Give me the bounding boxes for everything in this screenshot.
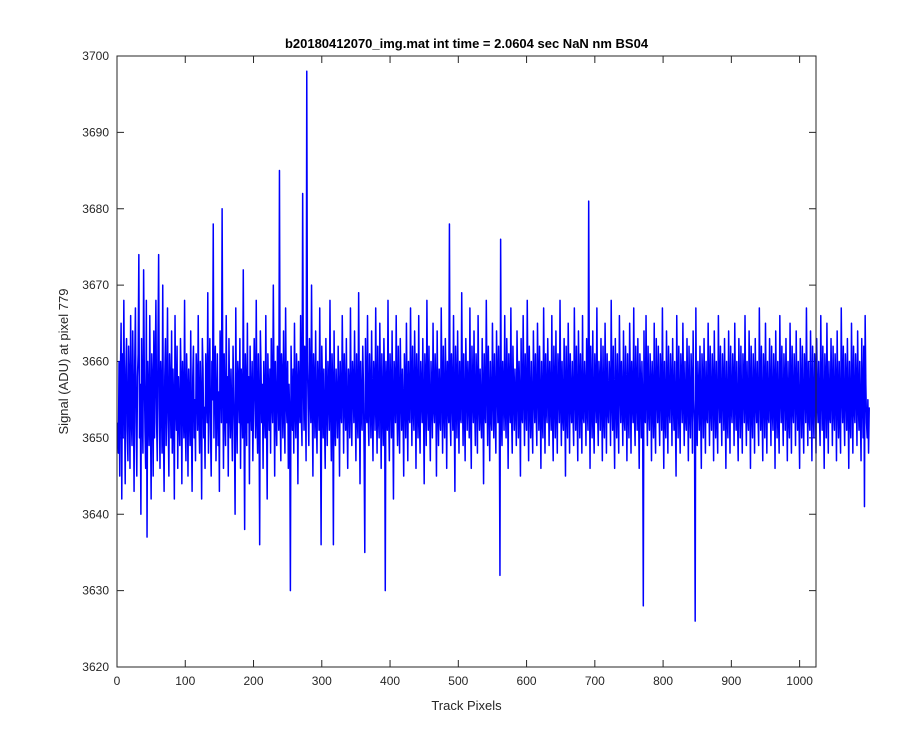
signal-series-line (116, 70, 870, 622)
y-tick-label: 3670 (82, 278, 109, 292)
y-tick-label: 3680 (82, 202, 109, 216)
x-tick-label: 600 (517, 674, 537, 688)
y-tick-label: 3650 (82, 431, 109, 445)
x-tick-label: 400 (380, 674, 400, 688)
y-axis-label: Signal (ADU) at pixel 779 (56, 289, 71, 435)
x-tick-label: 1000 (786, 674, 813, 688)
y-tick-label: 3660 (82, 355, 109, 369)
y-tick-label: 3700 (82, 49, 109, 63)
x-tick-label: 100 (175, 674, 195, 688)
x-axis-ticks: 0 100 200 300 400 500 600 700 800 900 1000 (114, 56, 813, 688)
x-tick-label: 800 (653, 674, 673, 688)
series-group (116, 70, 870, 622)
x-tick-label: 900 (721, 674, 741, 688)
x-tick-label: 200 (244, 674, 264, 688)
x-axis-label: Track Pixels (431, 698, 502, 713)
x-tick-label: 500 (448, 674, 468, 688)
x-tick-label: 700 (585, 674, 605, 688)
y-tick-label: 3640 (82, 507, 109, 521)
y-tick-label: 3620 (82, 660, 109, 674)
axes-box (116, 55, 817, 668)
x-tick-label: 300 (312, 674, 332, 688)
y-tick-label: 3690 (82, 125, 109, 139)
y-tick-label: 3630 (82, 584, 109, 598)
chart-title: b20180412070_img.mat int time = 2.0604 s… (285, 36, 649, 51)
x-tick-label: 0 (114, 674, 121, 688)
y-axis-ticks: 3620 3630 3640 3650 3660 3670 3680 3690 3700 (82, 49, 816, 674)
